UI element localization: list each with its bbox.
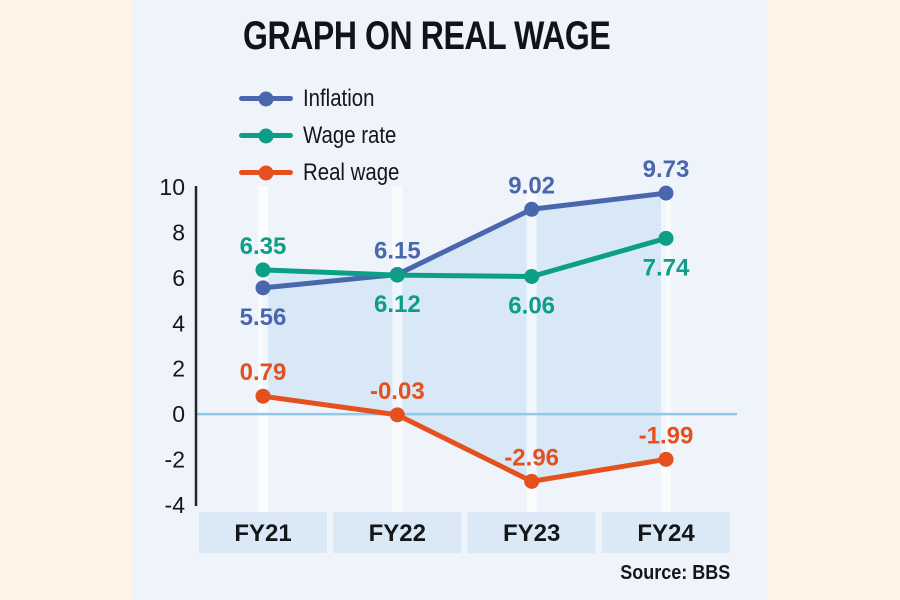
value-label: -1.99 [639,422,694,449]
x-category-box [199,512,327,553]
x-category-label: FY23 [503,520,560,547]
value-label: 0.79 [240,359,287,386]
legend-line-dot-icon [239,165,293,180]
data-point [255,388,271,404]
legend: Inflation Wage rate Real wage [239,80,416,191]
value-label: 7.74 [643,254,690,281]
data-point [255,280,271,296]
legend-item-inflation: Inflation [239,80,416,117]
y-tick-label: 4 [172,310,185,336]
value-label: -0.03 [370,378,425,405]
category-band [392,186,403,512]
series-line-wage-rate [260,235,669,279]
value-label: 6.12 [374,291,421,318]
data-point [389,407,405,423]
series-line-inflation [260,190,669,291]
legend-label-real-wage: Real wage [303,158,400,186]
value-label: 6.06 [508,292,555,319]
legend-item-real-wage: Real wage [239,154,416,191]
y-tick-label: -4 [165,492,186,518]
y-tick-label: 6 [172,265,185,291]
legend-line-dot-icon [239,91,293,106]
y-tick-label: 10 [159,174,185,200]
legend-label-inflation: Inflation [303,84,375,112]
x-category-box [467,512,596,553]
value-label: 6.35 [240,233,287,260]
x-category-label: FY22 [369,520,426,547]
y-tick-label: 2 [172,356,185,382]
x-category-label: FY24 [637,520,695,547]
source-note: Source: BBS [619,562,730,584]
data-point [658,185,674,201]
data-point [658,451,674,467]
x-category-label: FY21 [234,520,291,547]
data-point [389,267,405,283]
series-line-real-wage [260,393,669,484]
data-point [524,201,540,217]
value-label: 5.56 [240,304,287,331]
data-point [255,262,271,278]
value-label: 9.73 [643,156,690,183]
legend-line-dot-icon [239,128,293,143]
category-band [258,186,268,512]
data-point [658,230,674,246]
category-band [661,186,671,512]
y-tick-label: -2 [165,447,185,473]
data-point [524,268,540,284]
legend-item-wage-rate: Wage rate [239,117,416,154]
area-fill [263,238,666,482]
data-point [524,473,540,489]
value-label: 9.02 [508,172,555,199]
legend-label-wage-rate: Wage rate [303,121,397,149]
chart-panel: GRAPH ON REAL WAGE Inflation Wage rate R… [133,0,767,600]
category-band [526,186,537,512]
x-category-box [602,512,730,553]
y-tick-label: 0 [172,401,185,427]
chart-plot: 10 8 6 4 2 0 -2 -4 5.56 6.15 9.02 9.73 6.35 6.12 6.06 7… [159,156,737,553]
y-tick-label: 8 [172,219,185,245]
value-label: -2.96 [504,444,559,471]
value-label: 6.15 [374,237,421,264]
x-category-box [333,512,462,553]
chart-title: GRAPH ON REAL WAGE [243,14,611,58]
